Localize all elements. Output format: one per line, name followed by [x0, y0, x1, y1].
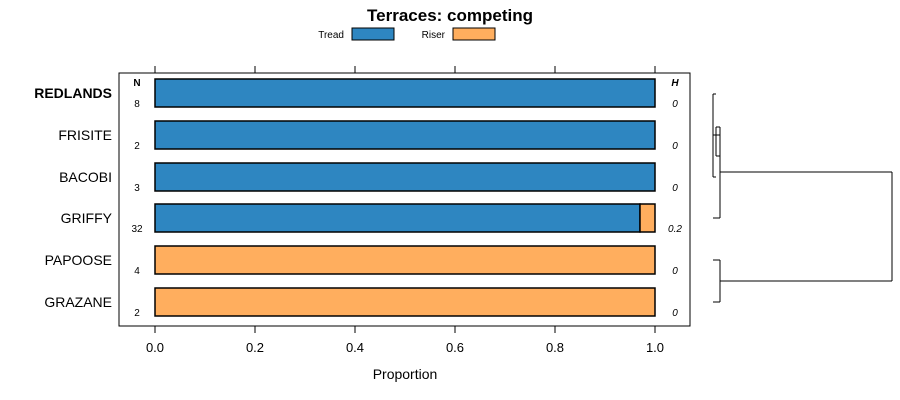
category-label: FRISITE: [58, 127, 112, 143]
row-papoose: PAPOOSE 4 0: [45, 245, 678, 277]
plot-frame: [118, 72, 691, 327]
category-label: PAPOOSE: [45, 252, 112, 268]
dendrogram: [712, 93, 893, 303]
bar-segment-tread: [154, 162, 656, 192]
row-grazane: GRAZANE 2 0: [44, 287, 678, 319]
x-axis-title: Proportion: [373, 366, 438, 382]
n-value: 4: [134, 266, 140, 277]
n-value: 3: [134, 183, 140, 194]
row-frisite: FRISITE 2 0: [58, 120, 678, 152]
row-griffy: GRIFFY 32 0.2: [61, 203, 682, 235]
n-column-header: N: [133, 78, 140, 89]
chart-title: Terraces: competing: [367, 6, 533, 25]
x-tick-label-1: 0.2: [246, 340, 264, 355]
n-value: 32: [131, 224, 143, 235]
h-value: 0: [672, 99, 678, 110]
legend-label-tread: Tread: [318, 30, 344, 41]
bar-rows: REDLANDS 8 0 FRISITE 2 0 BACOBI 3 0 GRIFFY 32 0.2 PA…: [34, 78, 682, 319]
h-value: 0: [672, 183, 678, 194]
row-bacobi: BACOBI 3 0: [59, 162, 678, 194]
legend: Tread Riser: [318, 27, 496, 41]
h-value: 0: [672, 141, 678, 152]
x-tick-label-0: 0.0: [146, 340, 164, 355]
h-column-header: H: [671, 78, 679, 89]
row-redlands: REDLANDS 8 0: [34, 78, 678, 110]
bar-segment-tread: [154, 120, 656, 150]
category-label: GRIFFY: [61, 210, 113, 226]
bar-segment-riser: [639, 203, 656, 233]
x-tick-label-4: 0.8: [546, 340, 564, 355]
bar-segment-riser: [154, 245, 656, 275]
category-label: BACOBI: [59, 169, 112, 185]
legend-swatch-tread: [351, 27, 395, 41]
n-value: 2: [134, 141, 140, 152]
category-label: REDLANDS: [34, 85, 112, 101]
bar-segment-tread: [154, 78, 656, 108]
h-value: 0: [672, 266, 678, 277]
h-value: 0: [672, 308, 678, 319]
category-label: GRAZANE: [44, 294, 112, 310]
h-value: 0.2: [668, 224, 682, 235]
x-tick-label-3: 0.6: [446, 340, 464, 355]
bar-segment-tread: [154, 203, 641, 233]
bar-segment-riser: [154, 287, 656, 317]
top-axis-ticks: [154, 66, 656, 73]
x-tick-label-2: 0.4: [346, 340, 364, 355]
n-value: 2: [134, 308, 140, 319]
legend-swatch-riser: [452, 27, 496, 41]
n-value: 8: [134, 99, 140, 110]
legend-label-riser: Riser: [422, 30, 446, 41]
x-tick-label-5: 1.0: [646, 340, 664, 355]
x-axis: 0.0 0.2 0.4 0.6 0.8 1.0: [146, 326, 664, 355]
